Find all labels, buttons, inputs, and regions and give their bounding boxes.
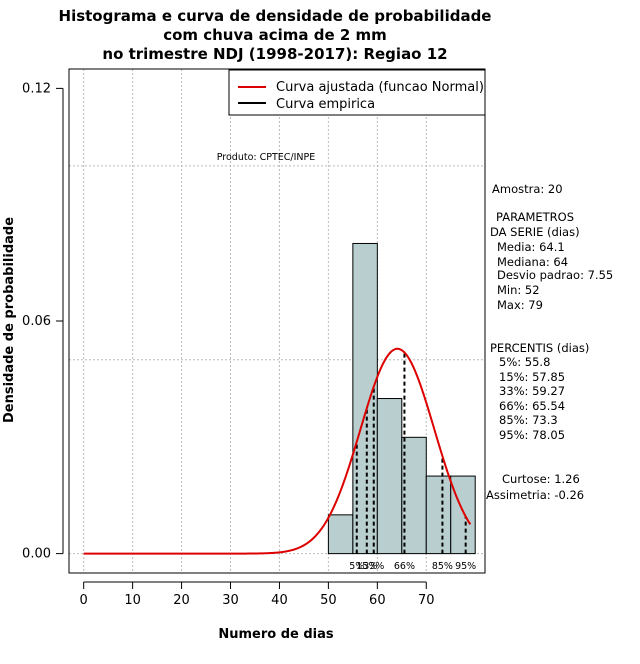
legend: Curva ajustada (funcao Normal) Curva emp… xyxy=(228,69,486,116)
y-axis: 0.00 0.06 0.12 xyxy=(22,81,64,562)
stat-params-header: PARAMETROS xyxy=(496,210,574,224)
x-tick-label: 0 xyxy=(80,593,88,608)
title-line-3: no trimestre NDJ (1998-2017): Regiao 12 xyxy=(102,45,447,63)
x-tick-label: 40 xyxy=(271,593,288,608)
percentile-labels: 5%15%33% 66% 85% 95% xyxy=(349,561,476,572)
chart-title: Histograma e curva de densidade de proba… xyxy=(59,7,492,63)
percentile-lines xyxy=(355,352,467,554)
source-annotation: Produto: CPTEC/INPE xyxy=(217,152,316,163)
stat-mean: Media: 64.1 xyxy=(497,240,565,254)
percentile-label: 95% xyxy=(455,561,476,572)
legend-box xyxy=(228,69,486,116)
stat-min: Min: 52 xyxy=(497,283,540,297)
x-axis-title: Numero de dias xyxy=(218,627,334,642)
percentile-label: 33% xyxy=(363,561,384,572)
stat-skewness: Assimetria: -0.26 xyxy=(486,488,584,502)
x-tick-label: 60 xyxy=(369,593,386,608)
stat-kurtosis: Curtose: 1.26 xyxy=(502,472,580,486)
x-axis: 0 10 20 30 40 50 60 70 xyxy=(80,581,435,608)
histogram-bar xyxy=(327,514,354,555)
normal-fit-curve xyxy=(83,347,472,555)
stat-p33: 33%: 59.27 xyxy=(499,384,565,398)
x-tick-label: 30 xyxy=(222,593,239,608)
percentile-label: 85% xyxy=(432,561,453,572)
plot-frame xyxy=(68,68,486,574)
histogram-bar xyxy=(376,398,403,555)
y-axis-title: Densidade de probabilidade xyxy=(2,217,17,423)
y-tick-label: 0.12 xyxy=(22,81,51,96)
legend-label-fit: Curva ajustada (funcao Normal) xyxy=(276,80,484,95)
histogram-bar xyxy=(401,436,427,555)
stat-p15: 15%: 57.85 xyxy=(499,370,565,384)
x-tick-label: 10 xyxy=(124,593,141,608)
x-tick-label: 20 xyxy=(173,593,190,608)
percentile-label: 15% xyxy=(356,561,377,572)
stat-std-dev: Desvio padrao: 7.55 xyxy=(497,268,613,282)
title-line-2: com chuva acima de 2 mm xyxy=(163,26,387,44)
x-tick-label: 70 xyxy=(418,593,435,608)
grid-lines xyxy=(69,69,485,573)
stat-p95: 95%: 78.05 xyxy=(499,428,565,442)
stat-sample-size: Amostra: 20 xyxy=(492,182,563,196)
stat-median: Mediana: 64 xyxy=(497,255,568,269)
stat-p5: 5%: 55.8 xyxy=(499,355,550,369)
y-tick-label: 0.00 xyxy=(22,547,51,562)
legend-label-empirical: Curva empirica xyxy=(276,97,375,112)
stat-p66: 66%: 65.54 xyxy=(499,399,565,413)
title-line-1: Histograma e curva de densidade de proba… xyxy=(59,7,492,25)
statistics-panel: Amostra: 20 PARAMETROS DA SERIE (dias) M… xyxy=(486,182,613,502)
percentile-label: 5% xyxy=(349,561,364,572)
stat-p85: 85%: 73.3 xyxy=(499,413,558,427)
stat-params-subheader: DA SERIE (dias) xyxy=(490,225,580,239)
histogram-bar xyxy=(450,475,476,555)
percentile-label: 66% xyxy=(394,561,415,572)
x-tick-label: 50 xyxy=(320,593,337,608)
stat-percentiles-header: PERCENTIS (dias) xyxy=(490,341,589,355)
stat-max: Max: 79 xyxy=(497,298,543,312)
y-tick-label: 0.06 xyxy=(22,314,51,329)
histogram-bar xyxy=(425,475,452,555)
